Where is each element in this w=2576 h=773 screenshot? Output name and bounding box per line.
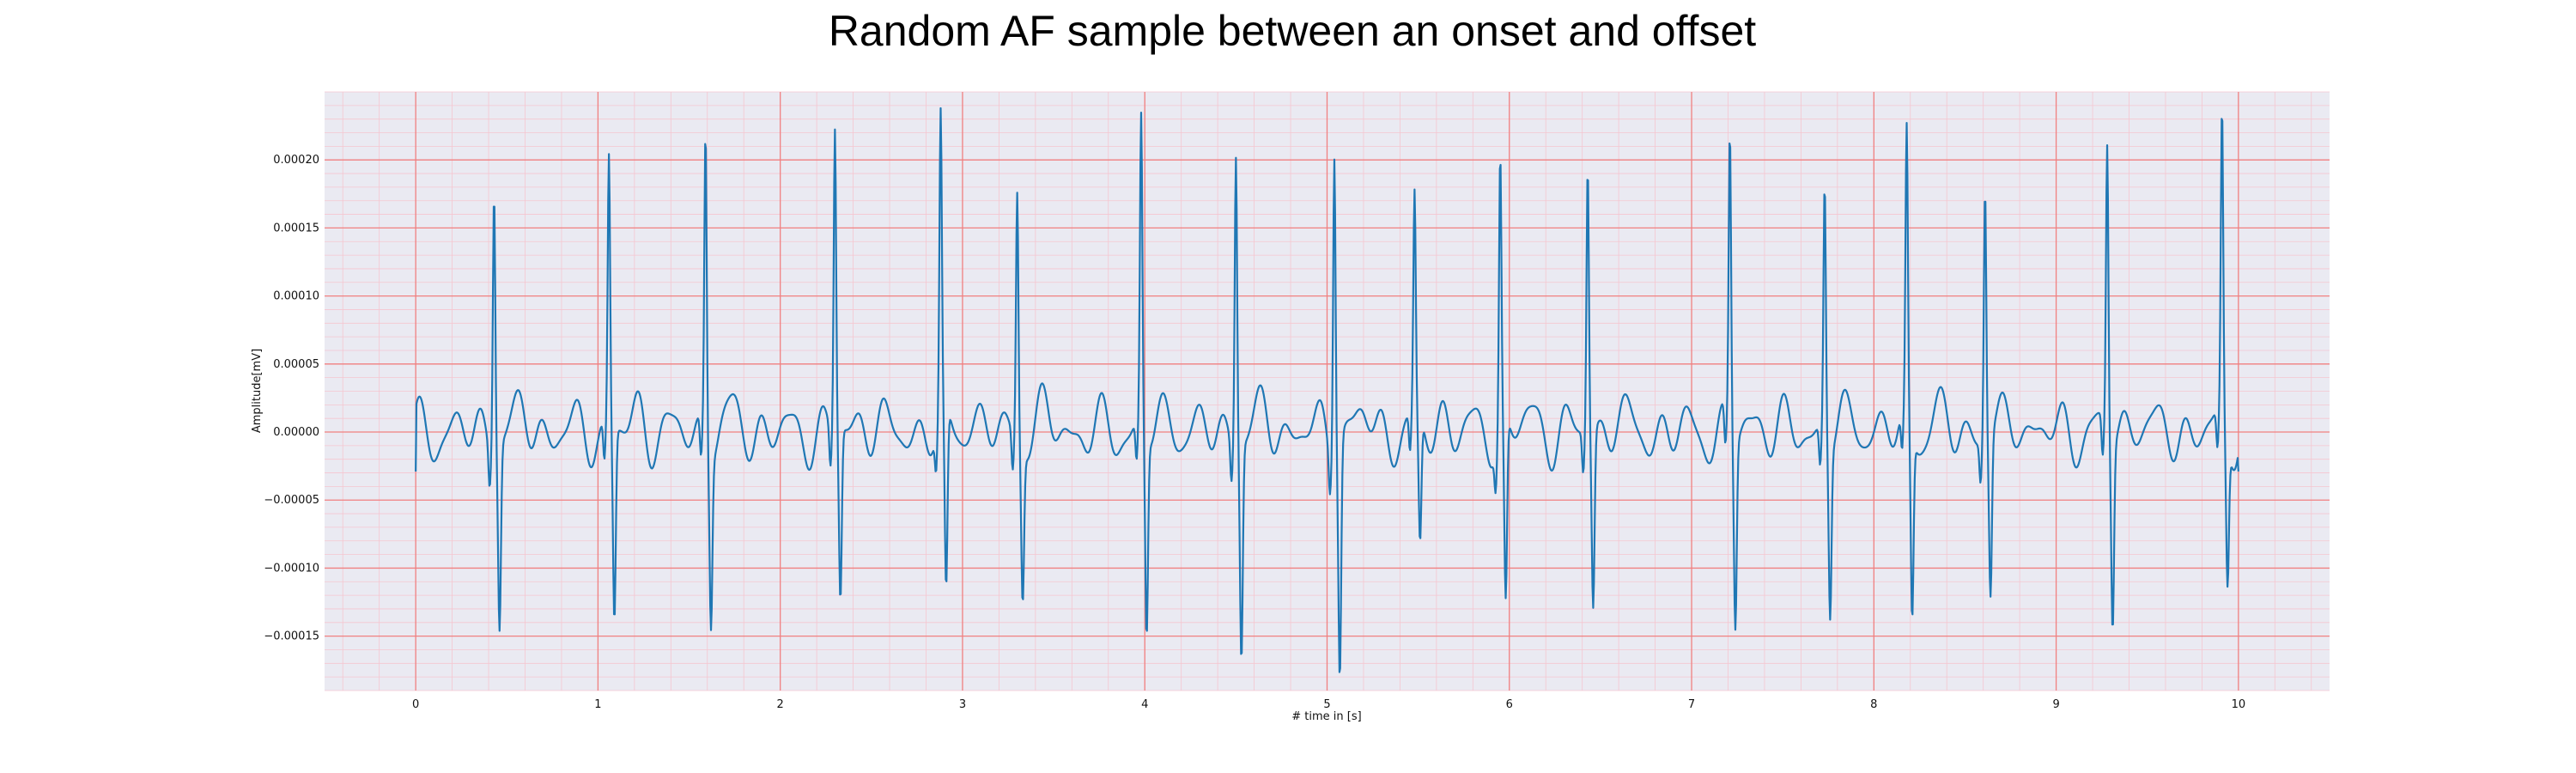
x-tick-label: 1 xyxy=(594,698,601,711)
x-tick-label: 2 xyxy=(777,698,784,711)
y-tick-label: 0.00000 xyxy=(273,426,319,439)
x-tick-label: 4 xyxy=(1141,698,1148,711)
y-axis-ticks: −0.00015 −0.00010 −0.00005 0.00000 0.00005 0.… xyxy=(264,154,319,642)
x-tick-label: 5 xyxy=(1323,698,1330,711)
y-tick-label: 0.00010 xyxy=(273,290,319,303)
x-tick-label: 3 xyxy=(959,698,966,711)
x-tick-label: 0 xyxy=(412,698,419,711)
ecg-signal-line xyxy=(415,107,2239,673)
y-tick-label: −0.00005 xyxy=(264,494,319,507)
x-tick-label: 8 xyxy=(1870,698,1877,711)
y-axis-label: Amplitude[mV] xyxy=(251,349,264,433)
y-tick-label: 0.00020 xyxy=(273,154,319,167)
x-axis-ticks: 0 1 2 3 4 5 6 7 8 9 10 xyxy=(412,698,2245,711)
x-tick-label: 6 xyxy=(1506,698,1513,711)
x-tick-label: 10 xyxy=(2232,698,2246,711)
y-tick-label: 0.00015 xyxy=(273,222,319,234)
plot-area xyxy=(325,91,2330,691)
x-tick-label: 9 xyxy=(2052,698,2059,711)
x-tick-label: 7 xyxy=(1688,698,1695,711)
y-tick-label: −0.00010 xyxy=(264,562,319,575)
x-axis-label: # time in [s] xyxy=(1291,710,1361,723)
y-tick-label: 0.00005 xyxy=(273,358,319,371)
y-tick-label: −0.00015 xyxy=(264,630,319,643)
chart-title: Random AF sample between an onset and of… xyxy=(829,7,1756,55)
major-grid xyxy=(325,92,2330,691)
